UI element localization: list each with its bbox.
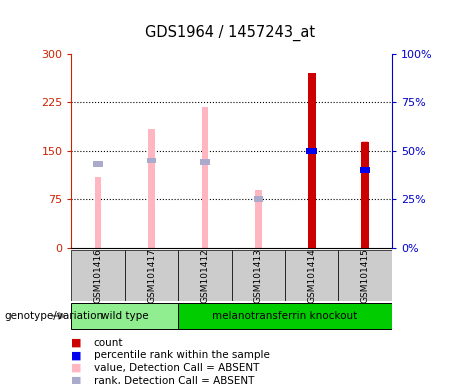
- Bar: [362, 141, 368, 248]
- Bar: [125, 250, 178, 301]
- Text: ■: ■: [71, 376, 82, 384]
- Bar: [338, 250, 392, 301]
- Text: wild type: wild type: [101, 311, 148, 321]
- Text: genotype/variation: genotype/variation: [5, 311, 104, 321]
- Bar: [178, 250, 231, 301]
- Bar: [231, 250, 285, 301]
- Bar: [254, 196, 263, 202]
- Bar: [360, 167, 371, 173]
- Text: GSM101413: GSM101413: [254, 248, 263, 303]
- Bar: [71, 250, 125, 301]
- Bar: [255, 190, 261, 248]
- Bar: [148, 129, 155, 248]
- Bar: [307, 73, 316, 248]
- Text: GSM101416: GSM101416: [94, 248, 103, 303]
- Bar: [147, 157, 156, 163]
- Text: ■: ■: [71, 350, 82, 360]
- Text: GSM101412: GSM101412: [201, 248, 209, 303]
- Text: percentile rank within the sample: percentile rank within the sample: [94, 350, 270, 360]
- Text: value, Detection Call = ABSENT: value, Detection Call = ABSENT: [94, 363, 259, 373]
- Bar: [200, 159, 210, 165]
- Bar: [178, 303, 392, 329]
- Text: ■: ■: [71, 338, 82, 348]
- Bar: [202, 107, 208, 248]
- Text: melanotransferrin knockout: melanotransferrin knockout: [213, 311, 358, 321]
- Bar: [285, 250, 338, 301]
- Text: GSM101417: GSM101417: [147, 248, 156, 303]
- Bar: [71, 303, 178, 329]
- Text: GDS1964 / 1457243_at: GDS1964 / 1457243_at: [145, 25, 316, 41]
- Text: count: count: [94, 338, 123, 348]
- Bar: [95, 177, 101, 248]
- Text: GSM101415: GSM101415: [361, 248, 370, 303]
- Text: ■: ■: [71, 363, 82, 373]
- Bar: [307, 148, 317, 154]
- Bar: [361, 142, 369, 248]
- Text: GSM101414: GSM101414: [307, 248, 316, 303]
- Text: rank, Detection Call = ABSENT: rank, Detection Call = ABSENT: [94, 376, 254, 384]
- Bar: [93, 161, 103, 167]
